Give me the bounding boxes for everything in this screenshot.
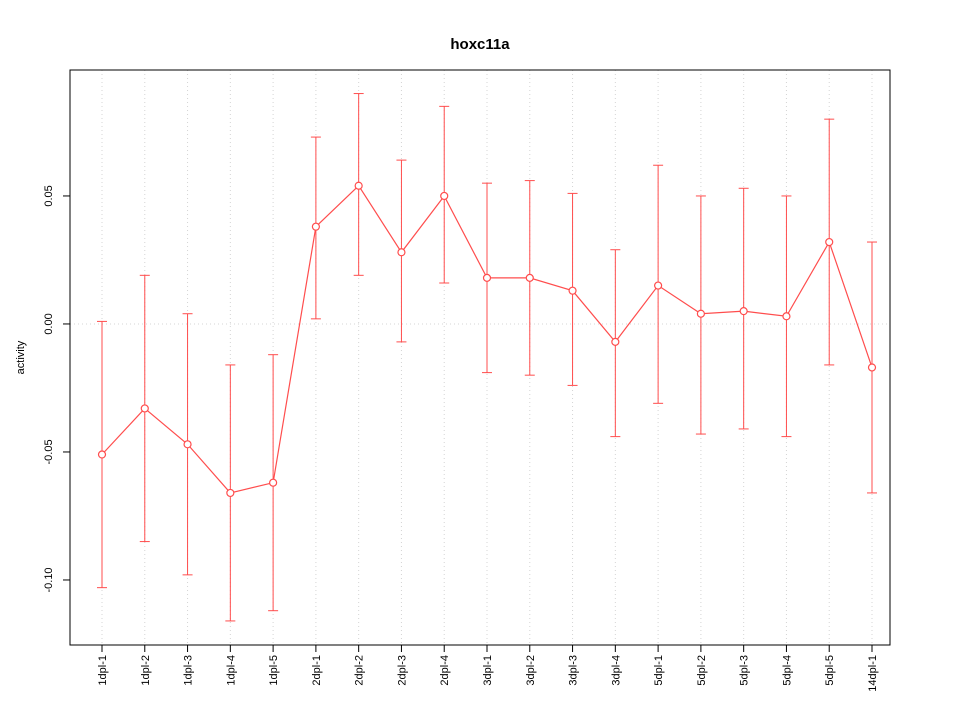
x-tick-label: 2dpl-4 xyxy=(439,655,451,686)
data-point xyxy=(140,404,149,413)
data-point xyxy=(867,363,877,372)
y-tick-label: 0.05 xyxy=(43,185,55,206)
y-axis-label: activity xyxy=(15,340,27,374)
data-point xyxy=(311,222,320,231)
x-tick-label: 1dpl-2 xyxy=(140,655,152,686)
x-tick-label: 1dpl-1 xyxy=(97,655,109,686)
x-tick-label: 2dpl-1 xyxy=(311,655,323,686)
x-tick-label: 1dpl-4 xyxy=(225,655,237,686)
x-tick-label: 5dpl-2 xyxy=(696,655,708,686)
x-tick-label: 5dpl-5 xyxy=(824,655,836,686)
chart-title: hoxc11a xyxy=(450,36,510,53)
x-tick-label: 3dpl-3 xyxy=(568,655,580,686)
x-tick-label: 5dpl-3 xyxy=(739,655,751,686)
x-tick-label: 14dpl-1 xyxy=(867,655,879,692)
x-tick-label: 3dpl-4 xyxy=(610,655,622,686)
data-point xyxy=(97,450,107,459)
data-point xyxy=(696,309,705,318)
data-point xyxy=(525,273,534,282)
x-tick-label: 3dpl-1 xyxy=(482,655,494,686)
x-tick-label: 3dpl-2 xyxy=(525,655,537,686)
x-tick-label: 5dpl-1 xyxy=(653,655,665,686)
x-tick-label: 1dpl-3 xyxy=(183,655,195,686)
y-tick-label: 0.00 xyxy=(43,313,55,334)
data-point xyxy=(482,273,492,282)
x-tick-label: 2dpl-3 xyxy=(396,655,408,686)
plot-box xyxy=(69,69,891,646)
data-point xyxy=(226,488,235,498)
data-point xyxy=(269,478,278,487)
y-tick-label: -0.05 xyxy=(43,439,55,464)
x-tick-label: 1dpl-5 xyxy=(268,655,280,686)
y-tick-label: -0.10 xyxy=(43,567,55,592)
data-point xyxy=(568,286,577,295)
data-point xyxy=(397,248,406,257)
data-point xyxy=(825,237,834,247)
data-point xyxy=(611,337,620,346)
data-point xyxy=(354,181,363,190)
x-tick-label: 5dpl-4 xyxy=(781,655,793,686)
data-point xyxy=(654,281,663,290)
data-point xyxy=(440,191,449,201)
x-tick-label: 2dpl-2 xyxy=(354,655,366,686)
data-point xyxy=(782,312,791,321)
data-point xyxy=(739,307,748,316)
data-point xyxy=(183,440,192,449)
